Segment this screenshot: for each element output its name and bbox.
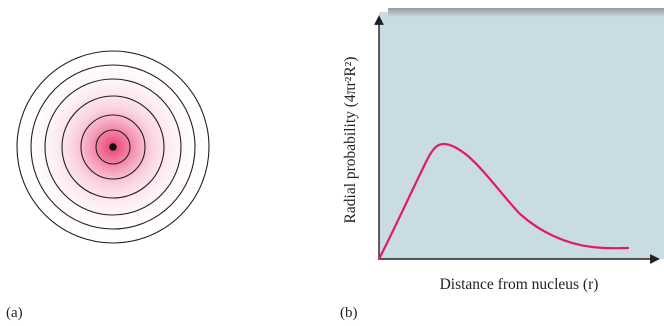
probability-curve [377,142,630,261]
plot-background [379,12,664,259]
panel-label-a: (a) [6,305,23,321]
orbital-ring [61,95,165,199]
orbital-diagram [16,50,210,244]
orbital-ring [44,78,182,216]
orbital-ring [30,64,196,230]
orbital-ring [16,50,210,244]
nucleus [109,143,117,151]
plot-top-shadow [388,8,664,17]
y-axis-label: Radial probability (4πr²R²) [342,57,359,224]
orbital-ring [80,114,146,180]
x-axis-label: Distance from nucleus (r) [440,276,599,293]
radial-probability-graph: Radial probability (4πr²R²) Distance fro… [342,8,664,293]
panel-label-b: (b) [340,305,358,321]
orbital-ring [95,129,131,165]
